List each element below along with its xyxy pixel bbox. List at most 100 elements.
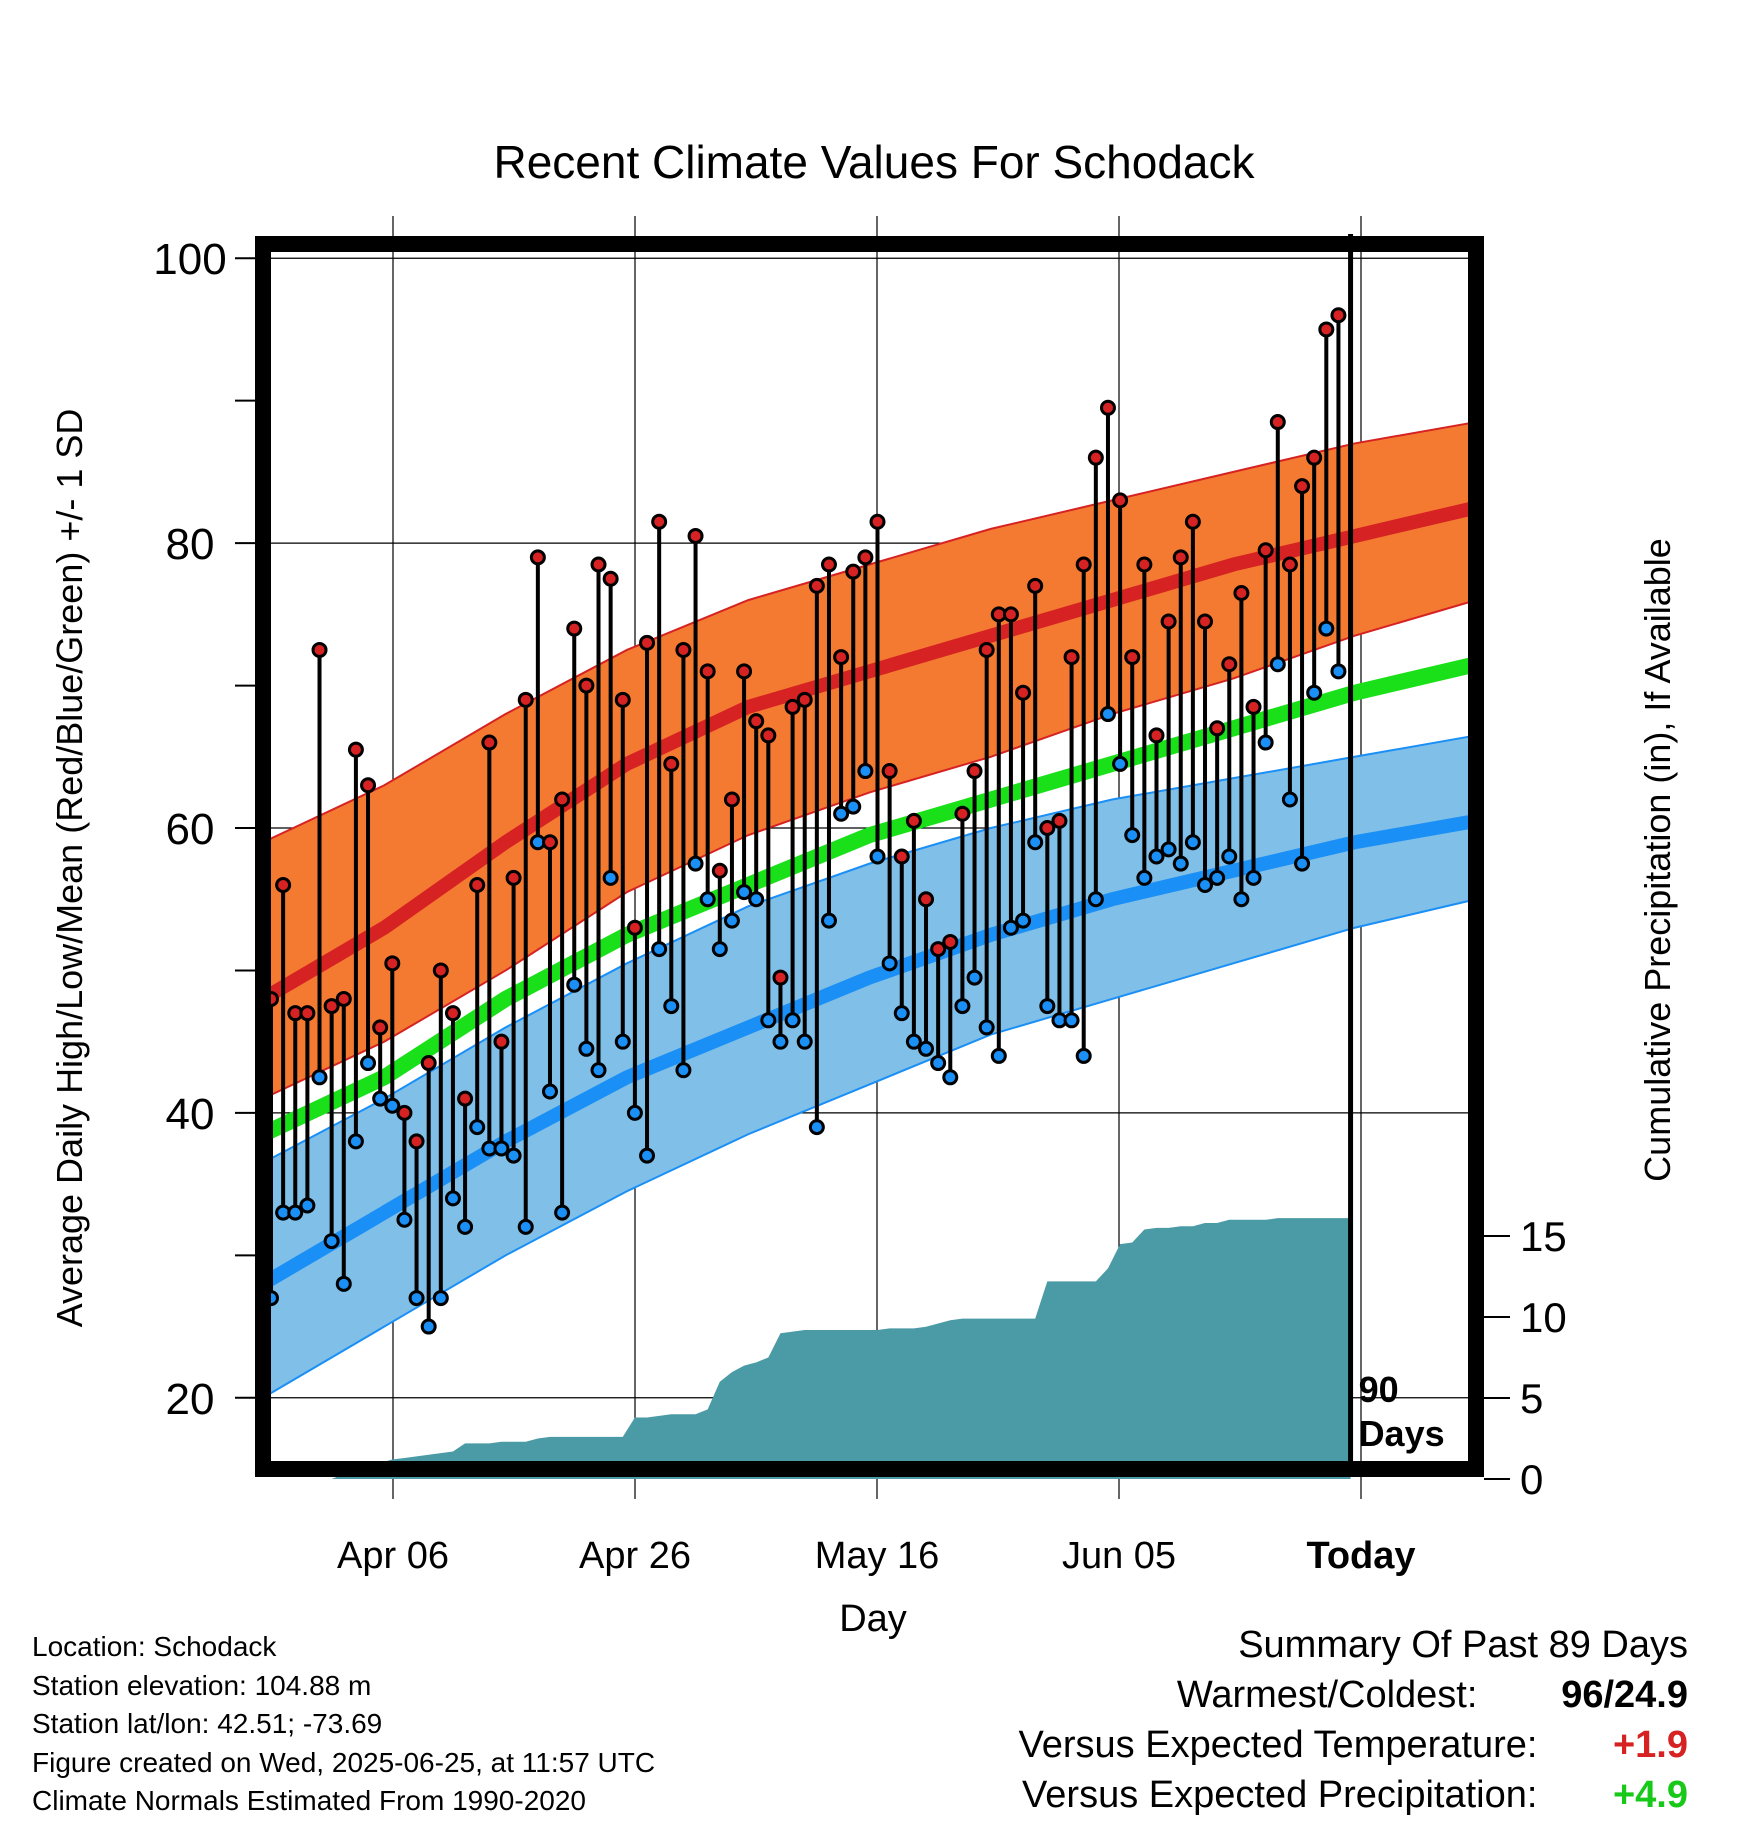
daily-low-point [893,1005,910,1022]
daily-high-point [711,862,728,879]
daily-high-point [1027,577,1044,594]
daily-low-point [833,805,850,822]
daily-high-point [541,834,558,851]
warmest-label: Warmest/Coldest: [1176,1674,1478,1716]
daily-low-point [663,998,680,1015]
daily-low-point [408,1290,425,1307]
daily-low-point [335,1275,352,1292]
daily-low-point [566,976,583,993]
warmest-value: 96 [1561,1674,1604,1716]
daily-high-point [820,556,837,573]
daily-low-point [905,1033,922,1050]
daily-high-point [481,734,498,751]
daily-high-point [396,1104,413,1121]
daily-high-point [1257,542,1274,559]
daily-high-point [529,549,546,566]
daily-high-point [408,1133,425,1150]
daily-high-point [930,941,947,958]
daily-high-point [1051,812,1068,829]
daily-high-point [1318,321,1335,338]
daily-low-point [1099,706,1116,723]
summary-title: Summary Of Past 89 Days [1238,1624,1688,1666]
daily-high-point [578,677,595,694]
summary-panel: Summary Of Past 89 Days Warmest/Coldest:… [1019,1620,1688,1820]
daily-low-point [469,1119,486,1136]
daily-high-point [1015,684,1032,701]
daily-high-point [1075,556,1092,573]
daily-low-point [772,1033,789,1050]
daily-high-point [760,727,777,744]
daily-low-point [748,891,765,908]
daily-high-point [1136,556,1153,573]
daily-low-point [590,1062,607,1079]
daily-high-point [1245,698,1262,715]
daily-low-point [675,1062,692,1079]
daily-low-point [857,763,874,780]
daily-high-point [1281,556,1298,573]
elevation-text: Station elevation: 104.88 m [32,1669,372,1701]
daily-low-point [444,1190,461,1207]
daily-low-point [1209,869,1226,886]
daily-low-point [311,1069,328,1086]
daily-high-point [699,663,716,680]
daily-high-point [1002,606,1019,623]
daily-low-point [687,855,704,872]
daily-high-point [566,620,583,637]
daily-low-point [1281,791,1298,808]
y2-tick-label: 15 [1520,1213,1567,1260]
daily-low-point [347,1133,364,1150]
daily-high-point [723,791,740,808]
daily-low-point [869,848,886,865]
daily-low-point [820,912,837,929]
daily-low-point [845,798,862,815]
temp-label: Versus Expected Temperature: [1018,1724,1538,1766]
daily-high-point [808,577,825,594]
daily-high-point [1209,720,1226,737]
daily-low-point [699,891,716,908]
daily-low-point [736,884,753,901]
daily-low-point [978,1019,995,1036]
x-tick-label: Apr 26 [579,1535,691,1577]
daily-high-point [796,691,813,708]
daily-high-point [1269,414,1286,431]
daily-low-point [457,1218,474,1235]
daily-low-point [1257,734,1274,751]
daily-high-point [493,1033,510,1050]
daily-low-point [372,1090,389,1107]
low-sd-band [263,735,1476,1398]
daily-high-point [748,713,765,730]
daily-low-point [796,1033,813,1050]
summary-precip-row: Versus Expected Precipitation: +4.9 [1019,1770,1688,1820]
daily-low-point [966,969,983,986]
daily-high-point [384,955,401,972]
daily-high-point [918,891,935,908]
today-days-label: 90 [1359,1369,1399,1410]
daily-high-point [335,990,352,1007]
daily-low-point [1148,848,1165,865]
daily-high-point [626,919,643,936]
daily-high-point [1039,820,1056,837]
y-tick-label: 60 [166,805,215,854]
daily-low-point [1039,998,1056,1015]
daily-high-point [444,1005,461,1022]
daily-low-point [1245,869,1262,886]
precip-area [271,1218,1351,1479]
daily-high-point [966,763,983,780]
daily-low-point [602,869,619,886]
daily-low-point [1233,891,1250,908]
plot-frame [255,236,1484,1477]
daily-high-point [1063,649,1080,666]
daily-low-point [505,1147,522,1164]
daily-high-point [651,513,668,530]
daily-low-point [1184,834,1201,851]
daily-high-point [1330,307,1347,324]
daily-low-point [760,1012,777,1029]
daily-high-point [1087,449,1104,466]
daily-high-point [311,641,328,658]
daily-low-point [1172,855,1189,872]
daily-high-point [602,570,619,587]
daily-low-point [384,1097,401,1114]
daily-high-point [772,969,789,986]
daily-low-point [1197,876,1214,893]
